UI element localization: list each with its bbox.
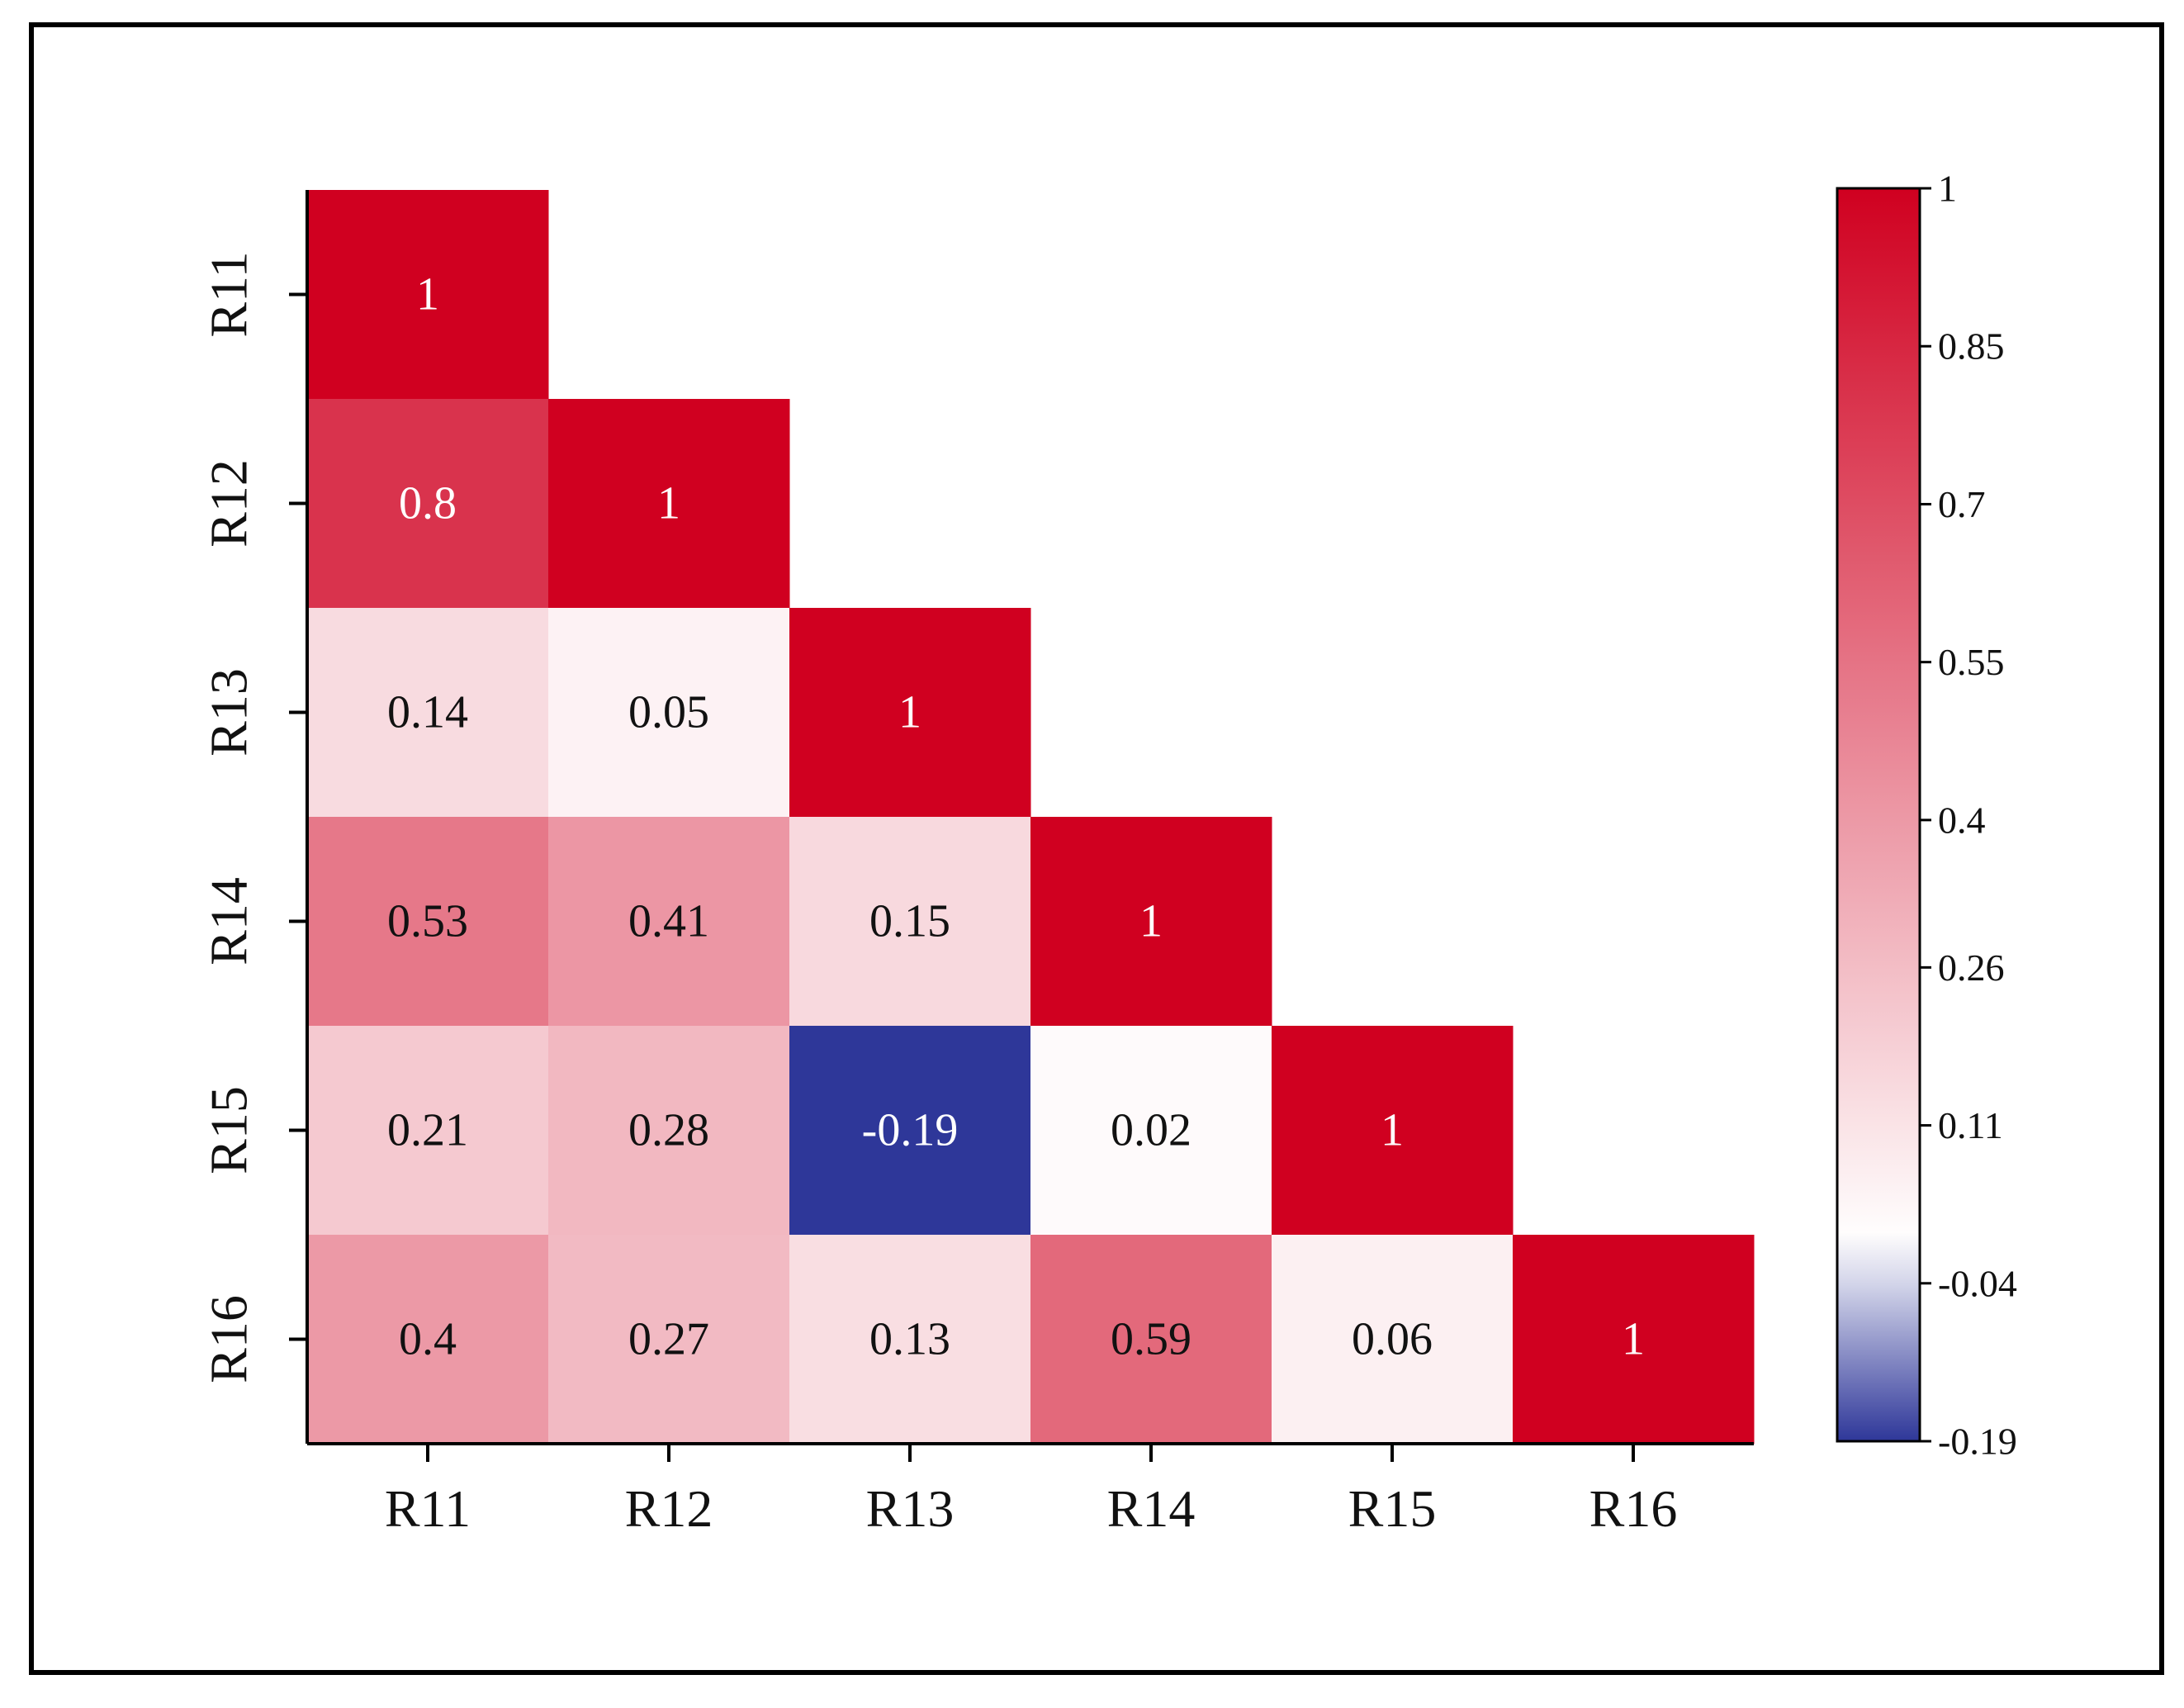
heatmap-cell-R14-R12 bbox=[548, 817, 790, 1027]
colorbar-tick-label: 1 bbox=[1938, 168, 1957, 210]
heatmap-cell-R14-R14 bbox=[1030, 817, 1272, 1027]
heatmap-cell-R12-R12 bbox=[548, 399, 790, 609]
y-tick-label-R15: R15 bbox=[200, 1086, 258, 1174]
x-tick-label-R13: R13 bbox=[866, 1479, 955, 1538]
cell-value-R15-R13: -0.19 bbox=[862, 1105, 959, 1156]
heatmap-axes: R11 R11 R12 R12 R13 R13 R14 R14 R15 R15 R16 R16 bbox=[200, 190, 1754, 1538]
colorbar-tick-label: 0.26 bbox=[1938, 947, 2005, 989]
heatmap-cell-R15-R11 bbox=[307, 1026, 549, 1236]
heatmap-cells bbox=[307, 190, 1755, 1445]
x-tick-label-R12: R12 bbox=[625, 1479, 713, 1538]
colorbar-tick-label: 0.4 bbox=[1938, 799, 1986, 841]
cell-value-R14-R14: 1 bbox=[1139, 896, 1163, 947]
x-tick-label-R16: R16 bbox=[1589, 1479, 1678, 1538]
cell-value-R13-R12: 0.05 bbox=[628, 687, 709, 738]
x-tick-label-R14: R14 bbox=[1107, 1479, 1196, 1538]
cell-value-R16-R11: 0.4 bbox=[399, 1314, 457, 1365]
cell-value-R14-R13: 0.15 bbox=[869, 896, 950, 947]
heatmap-cell-R14-R13 bbox=[789, 817, 1031, 1027]
heatmap-cell-R16-R16 bbox=[1513, 1235, 1755, 1445]
heatmap-cell-R16-R15 bbox=[1272, 1235, 1514, 1445]
cell-value-R16-R13: 0.13 bbox=[869, 1314, 950, 1365]
cell-value-R14-R12: 0.41 bbox=[628, 896, 709, 947]
cell-value-R13-R13: 1 bbox=[898, 687, 921, 738]
colorbar-tick-label: -0.04 bbox=[1938, 1262, 2017, 1304]
y-tick-label-R13: R13 bbox=[200, 668, 258, 757]
heatmap-cell-R16-R11 bbox=[307, 1235, 549, 1445]
colorbar-tick-label: 0.85 bbox=[1938, 325, 2005, 368]
heatmap-cell-R15-R14 bbox=[1030, 1026, 1272, 1236]
heatmap-cell-R16-R14 bbox=[1030, 1235, 1272, 1445]
heatmap-cell-R16-R13 bbox=[789, 1235, 1031, 1445]
cell-value-R12-R12: 1 bbox=[657, 478, 680, 529]
heatmap-cell-R13-R11 bbox=[307, 608, 549, 818]
heatmap-cell-R15-R13 bbox=[789, 1026, 1031, 1236]
heatmap-cell-R11-R11 bbox=[307, 190, 549, 400]
y-tick-label-R16: R16 bbox=[200, 1295, 258, 1383]
x-tick-label-R15: R15 bbox=[1348, 1479, 1437, 1538]
cell-value-R16-R16: 1 bbox=[1622, 1314, 1645, 1365]
heatmap-cell-R14-R11 bbox=[307, 817, 549, 1027]
cell-value-R15-R14: 0.02 bbox=[1111, 1105, 1191, 1156]
y-tick-label-R12: R12 bbox=[200, 459, 258, 548]
cell-value-R15-R12: 0.28 bbox=[628, 1105, 709, 1156]
y-tick-label-R14: R14 bbox=[200, 877, 258, 965]
colorbar: 1 0.85 0.7 0.55 0.4 0.26 0.11 -0.04 -0.19 bbox=[1836, 168, 2017, 1463]
x-tick-label-R11: R11 bbox=[385, 1479, 471, 1538]
cell-value-R16-R14: 0.59 bbox=[1111, 1314, 1191, 1365]
cell-value-R12-R11: 0.8 bbox=[399, 478, 457, 529]
y-tick-label-R11: R11 bbox=[200, 251, 258, 337]
colorbar-tick-label: 0.55 bbox=[1938, 641, 2005, 683]
heatmap-cell-labels: 10.8 10.14 0.05 10.53 0.41 0.15 10.21 0.28 -0.19… bbox=[387, 269, 1645, 1365]
colorbar-tick-label: 0.7 bbox=[1938, 483, 1986, 525]
cell-value-R14-R11: 0.53 bbox=[387, 896, 468, 947]
cell-value-R15-R15: 1 bbox=[1381, 1105, 1404, 1156]
cell-value-R16-R12: 0.27 bbox=[628, 1314, 709, 1365]
heatmap-cell-R15-R12 bbox=[548, 1026, 790, 1236]
heatmap-cell-R12-R11 bbox=[307, 399, 549, 609]
colorbar-tick-label: -0.19 bbox=[1938, 1421, 2017, 1463]
heatmap-cell-R16-R12 bbox=[548, 1235, 790, 1445]
heatmap-cell-R13-R13 bbox=[789, 608, 1031, 818]
cell-value-R16-R15: 0.06 bbox=[1352, 1314, 1433, 1365]
cell-value-R13-R11: 0.14 bbox=[387, 687, 468, 738]
colorbar-tick-label: 0.11 bbox=[1938, 1104, 2003, 1146]
cell-value-R15-R11: 0.21 bbox=[387, 1105, 468, 1156]
heatmap-cell-R15-R15 bbox=[1272, 1026, 1514, 1236]
heatmap-cell-R13-R12 bbox=[548, 608, 790, 818]
cell-value-R11-R11: 1 bbox=[416, 269, 439, 320]
colorbar-bar bbox=[1836, 187, 1921, 1443]
